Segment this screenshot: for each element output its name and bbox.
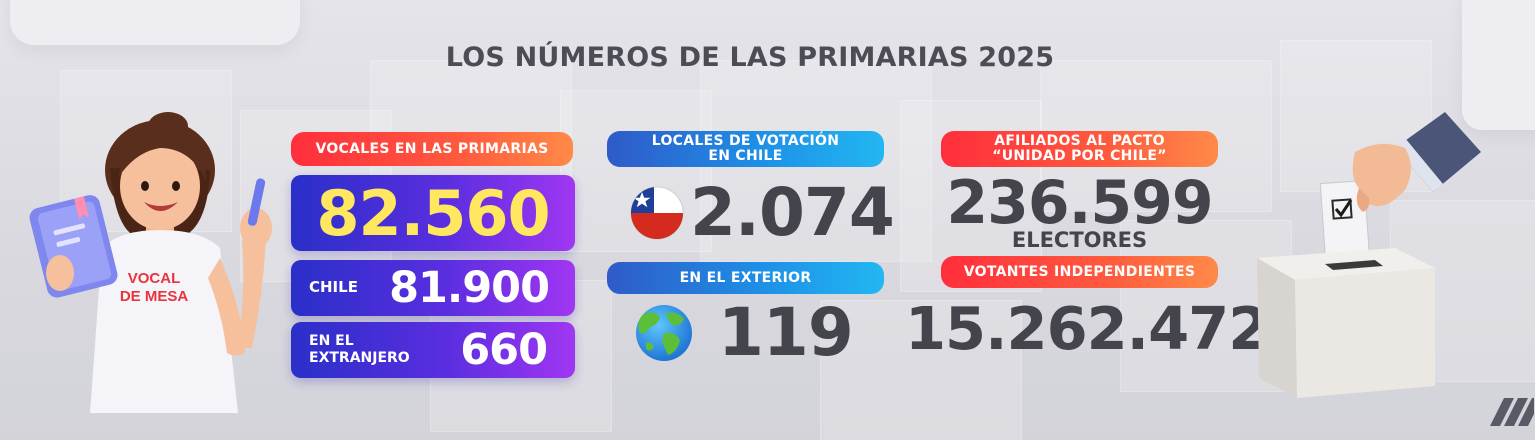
globe-icon bbox=[636, 305, 692, 361]
vocales-extranjero-box: EN EL EXTRANJERO 660 bbox=[291, 322, 575, 378]
independientes-header-pill: VOTANTES INDEPENDIENTES bbox=[941, 256, 1218, 288]
vocales-extranjero-label-2: EXTRANJERO bbox=[309, 350, 410, 366]
page-title: LOS NÚMEROS DE LAS PRIMARIAS 2025 bbox=[445, 42, 1055, 73]
exterior-value: 119 bbox=[718, 294, 854, 371]
locales-header-line2: EN CHILE bbox=[708, 148, 783, 164]
independientes-value: 15.262.472 bbox=[905, 294, 1269, 363]
afiliados-value: 236.599 bbox=[946, 168, 1213, 238]
shirt-text-line1: VOCAL bbox=[128, 270, 181, 287]
vocales-extranjero-label-1: EN EL bbox=[309, 333, 354, 349]
vocales-chile-box: CHILE 81.900 bbox=[291, 260, 575, 316]
exterior-header-pill: EN EL EXTERIOR bbox=[607, 262, 884, 294]
afiliados-header-line2: “UNIDAD POR CHILE” bbox=[992, 148, 1167, 164]
afiliados-unit: ELECTORES bbox=[1011, 228, 1148, 252]
ballot-box-illustration bbox=[1257, 112, 1481, 398]
locales-header-pill: LOCALES DE VOTACIÓN EN CHILE bbox=[607, 131, 884, 167]
chile-flag-icon bbox=[630, 186, 684, 240]
independientes-header-label: VOTANTES INDEPENDIENTES bbox=[963, 263, 1196, 280]
locales-header-line1: LOCALES DE VOTACIÓN bbox=[651, 133, 840, 149]
vocal-de-mesa-illustration: VOCAL DE MESA bbox=[29, 112, 272, 413]
vocales-header-label: VOCALES EN LAS PRIMARIAS bbox=[315, 140, 549, 157]
locales-chile-value: 2.074 bbox=[690, 174, 895, 251]
vocales-total-box: 82.560 bbox=[291, 175, 575, 251]
vocales-total-value: 82.560 bbox=[316, 177, 550, 250]
exterior-header-label: EN EL EXTERIOR bbox=[679, 269, 812, 286]
vocales-chile-label: CHILE bbox=[309, 278, 358, 296]
afiliados-header-pill: AFILIADOS AL PACTO “UNIDAD POR CHILE” bbox=[941, 131, 1218, 167]
shirt-text-line2: DE MESA bbox=[120, 288, 189, 305]
vocales-chile-value: 81.900 bbox=[389, 263, 550, 313]
decorative-stripes bbox=[1490, 398, 1534, 426]
vocales-extranjero-value: 660 bbox=[460, 325, 548, 375]
vocales-header-pill: VOCALES EN LAS PRIMARIAS bbox=[291, 132, 573, 166]
afiliados-header-line1: AFILIADOS AL PACTO bbox=[994, 133, 1165, 149]
